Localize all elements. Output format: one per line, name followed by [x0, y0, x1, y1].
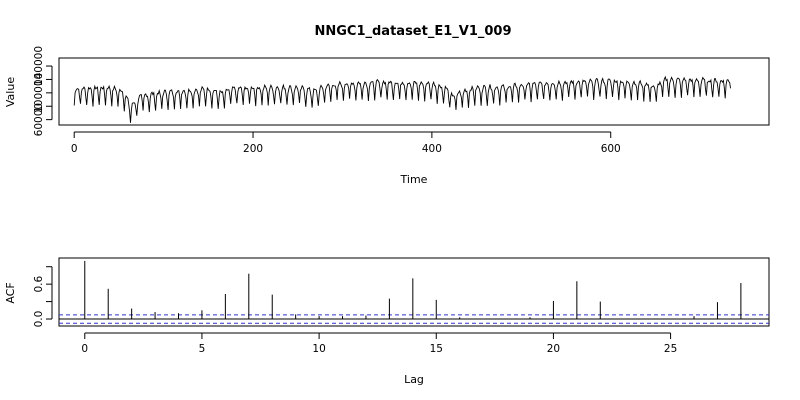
timeseries-plot-box	[58, 57, 770, 126]
timeseries-x-label: Time	[400, 173, 428, 186]
timeseries-x-tick-label: 0	[71, 143, 78, 155]
acf-y-axis: 0.0 0.6	[33, 266, 53, 328]
acf-x-axis: 0 5 10 15 20 25	[81, 332, 677, 355]
timeseries-x-axis: 0 200 400 600	[71, 131, 621, 155]
acf-y-label: ACF	[4, 282, 17, 303]
acf-x-tick-label: 10	[312, 343, 325, 355]
timeseries-y-tick-label: 100000	[33, 73, 45, 113]
acf-plot-box	[58, 257, 770, 327]
timeseries-x-tick-label: 600	[601, 143, 621, 155]
acf-bars	[84, 260, 742, 320]
timeseries-y-tick-label: 140000	[33, 46, 45, 86]
acf-panel: 0 5 10 15 20 25 0.0 0.6 Lag ACF	[4, 257, 770, 386]
timeseries-x-tick-label: 200	[243, 143, 263, 155]
acf-confidence-band	[59, 314, 769, 324]
timeseries-y-label: Value	[4, 77, 17, 107]
acf-x-tick-label: 0	[81, 343, 88, 355]
acf-x-tick-label: 15	[430, 343, 443, 355]
timeseries-line	[73, 75, 731, 123]
timeseries-y-tick-label: 60000	[33, 103, 45, 136]
acf-y-tick-label: 0.0	[33, 311, 45, 328]
acf-x-tick-label: 25	[664, 343, 677, 355]
acf-x-tick-label: 20	[547, 343, 560, 355]
chart-title: NNGC1_dataset_E1_V1_009	[314, 24, 511, 39]
acf-y-tick-label: 0.6	[33, 275, 45, 292]
acf-x-label: Lag	[404, 373, 424, 386]
acf-x-tick-label: 5	[199, 343, 206, 355]
timeseries-x-tick-label: 400	[422, 143, 442, 155]
